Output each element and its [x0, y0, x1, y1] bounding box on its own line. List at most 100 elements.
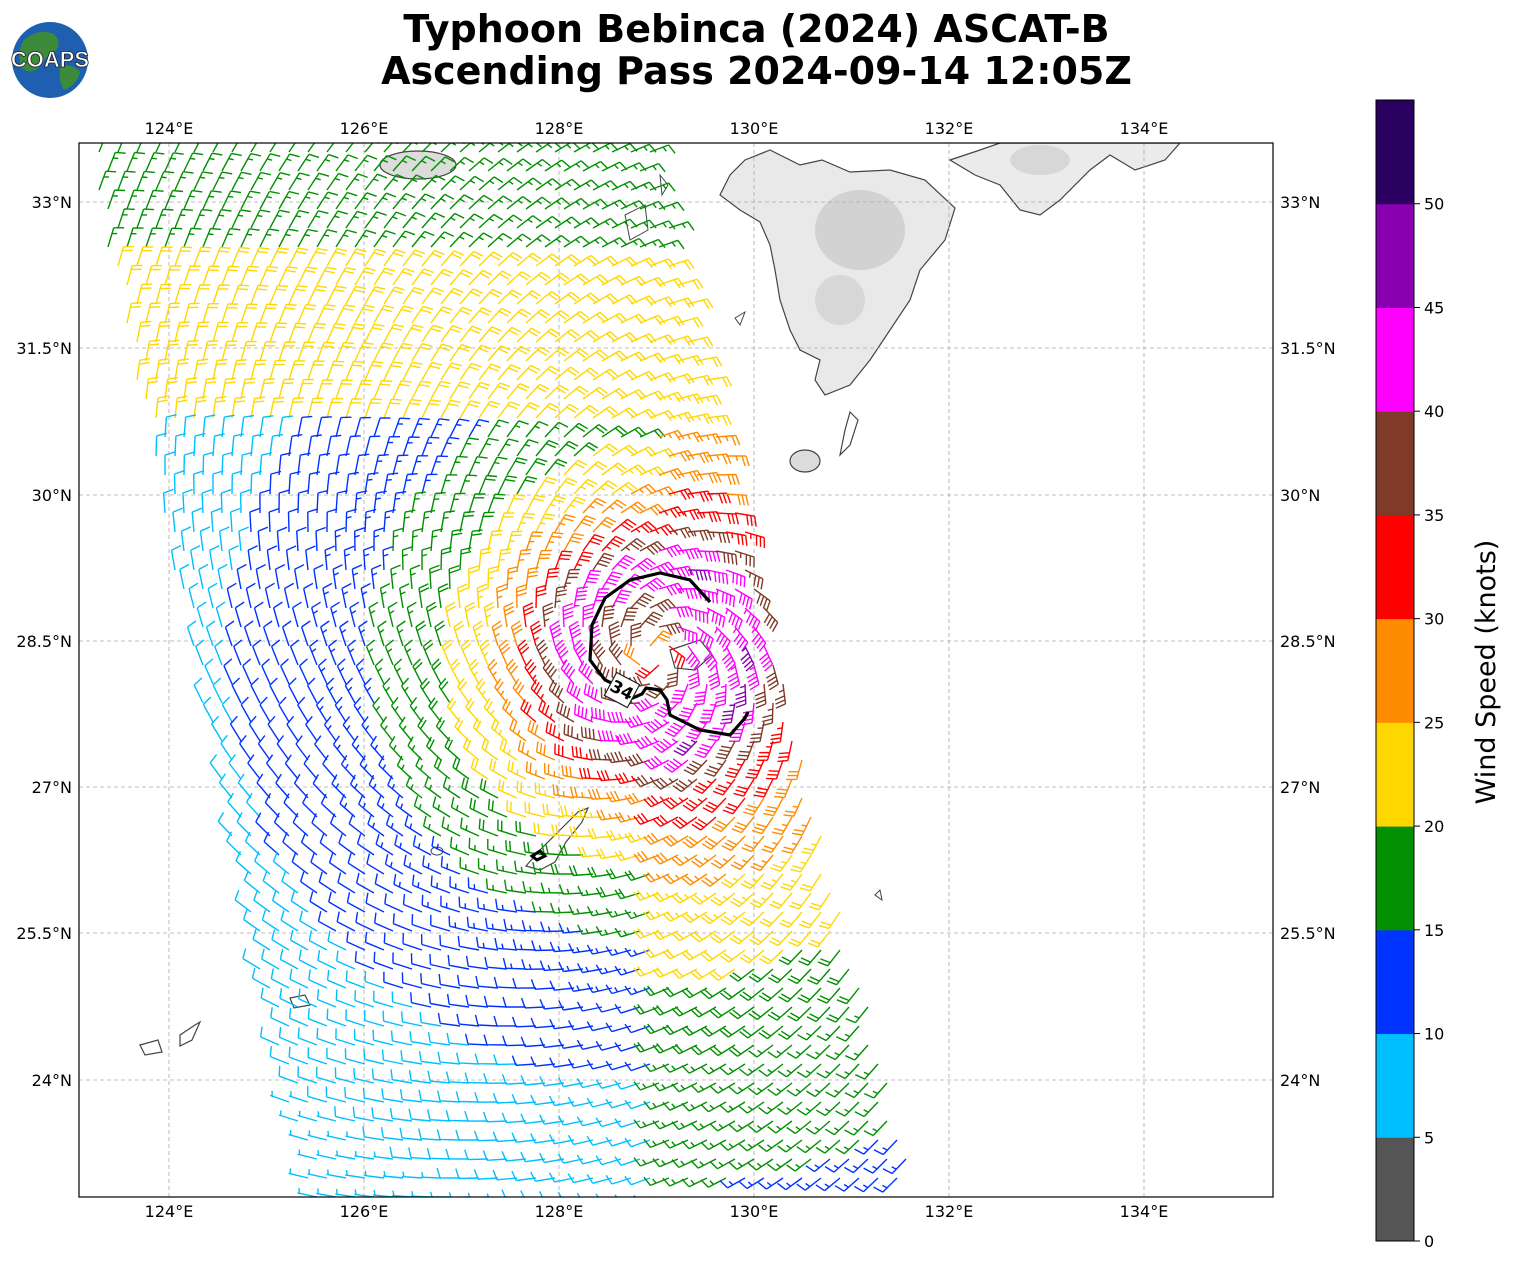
wind-barb	[649, 296, 676, 308]
wind-barb	[373, 527, 385, 552]
wind-barb	[487, 382, 511, 400]
wind-barb	[501, 1074, 527, 1085]
wind-barb	[430, 268, 454, 286]
wind-barb	[107, 151, 126, 172]
wind-barb	[706, 453, 732, 465]
wind-barb	[212, 209, 232, 229]
wind-barb	[383, 211, 407, 229]
wind-barb	[658, 506, 685, 519]
wind-barb	[786, 1158, 812, 1172]
wind-barb	[354, 192, 377, 210]
wind-barb	[544, 159, 571, 172]
wind-barb	[245, 582, 256, 609]
wind-barb	[351, 564, 363, 590]
wind-barb	[624, 1061, 651, 1072]
wind-barb	[353, 1067, 375, 1084]
wind-barb	[248, 715, 261, 742]
wind-barb	[297, 1149, 318, 1160]
wind-barb	[643, 832, 670, 845]
wind-barb	[349, 601, 360, 628]
wind-barb	[535, 402, 560, 419]
wind-barb	[836, 987, 860, 1005]
wind-barb	[412, 658, 423, 685]
wind-barb	[269, 1046, 290, 1065]
wind-barb	[266, 754, 280, 780]
wind-barb	[316, 452, 331, 476]
wind-barb	[620, 464, 647, 476]
wind-barb	[725, 569, 746, 588]
wind-barb	[592, 516, 617, 533]
wind-barb	[278, 190, 300, 210]
wind-barb	[468, 456, 488, 476]
wind-barb	[383, 361, 404, 381]
wind-barb	[421, 399, 442, 419]
wind-barb	[549, 1018, 575, 1030]
wind-barb	[524, 658, 537, 685]
wind-barb	[643, 795, 670, 808]
wind-barb	[522, 602, 535, 628]
wind-barb	[614, 1004, 641, 1014]
wind-barb	[356, 833, 375, 856]
wind-barb	[562, 602, 574, 628]
wind-barb	[231, 209, 251, 229]
wind-barb	[696, 626, 714, 649]
wind-barb	[582, 461, 608, 476]
wind-barb	[259, 696, 271, 723]
colorbar-tick-label: 35	[1424, 506, 1444, 525]
wind-barb	[460, 817, 480, 837]
wind-barb	[601, 571, 623, 590]
wind-barb	[476, 897, 499, 913]
wind-barb	[725, 607, 743, 630]
wind-barb	[682, 797, 708, 812]
wind-barb	[544, 458, 568, 476]
wind-barb	[411, 230, 435, 248]
wind-barb	[373, 192, 397, 210]
wind-barb	[345, 1169, 366, 1179]
wind-barb	[535, 143, 562, 153]
colorbar-tick-label: 25	[1424, 713, 1444, 732]
wind-barb	[374, 658, 385, 685]
wind-barb	[270, 639, 281, 666]
wind-barb	[774, 778, 793, 799]
wind-barb	[483, 995, 508, 1008]
wind-barb	[595, 1193, 621, 1197]
wind-barb	[411, 455, 429, 476]
wind-barb	[242, 658, 252, 685]
wind-barb	[687, 298, 714, 310]
wind-barb	[360, 582, 371, 609]
wind-barb	[411, 343, 433, 362]
wind-barb	[324, 545, 335, 571]
wind-barb	[359, 755, 375, 780]
wind-barb	[392, 305, 414, 324]
wind-barb	[475, 975, 499, 989]
wind-barb	[643, 1023, 670, 1035]
wind-barb	[658, 277, 685, 289]
wind-barb	[639, 276, 666, 288]
wind-barb	[233, 639, 243, 666]
wind-barb	[280, 910, 299, 932]
wind-barb	[459, 510, 475, 533]
wind-barb	[741, 835, 765, 853]
wind-barb	[516, 439, 539, 457]
wind-barb	[383, 286, 405, 305]
wind-barb	[683, 759, 708, 776]
wind-barb	[707, 664, 721, 691]
wind-barb	[573, 703, 594, 723]
wind-barb	[136, 246, 154, 267]
svg-text:130°E: 130°E	[730, 1202, 779, 1221]
wind-barb	[573, 254, 600, 267]
wind-barb	[428, 993, 451, 1008]
wind-barb	[765, 664, 779, 691]
wind-barb	[379, 582, 391, 609]
wind-barb	[486, 1193, 507, 1197]
wind-barb	[563, 348, 589, 362]
wind-barb	[826, 1006, 850, 1023]
wind-barb	[560, 805, 584, 818]
wind-barb	[126, 227, 144, 248]
wind-barb	[373, 342, 394, 362]
wind-barb	[402, 249, 426, 267]
wind-barb	[335, 266, 357, 286]
wind-barb	[278, 1065, 299, 1084]
wind-barb	[652, 891, 679, 903]
wind-barb	[836, 1025, 860, 1042]
